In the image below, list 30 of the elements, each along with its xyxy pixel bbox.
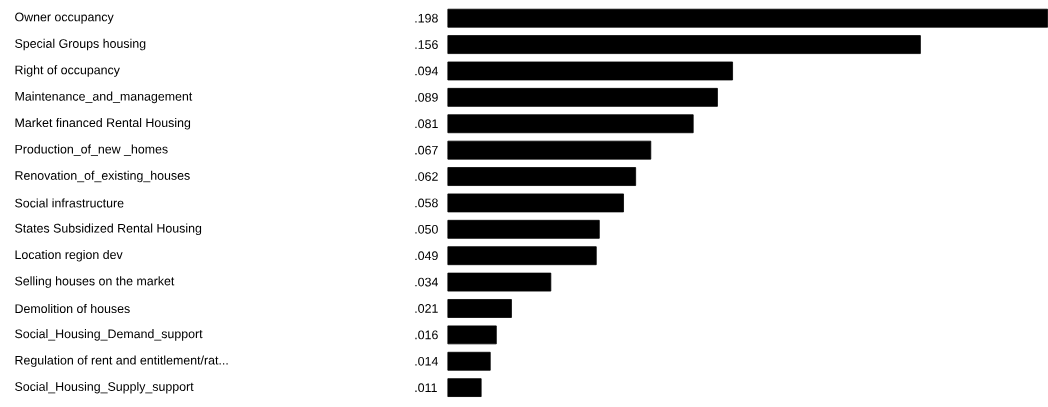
data-label: .050 bbox=[415, 225, 438, 234]
y-tick-label: Owner occupancy bbox=[15, 12, 114, 24]
y-tick-label: Special Groups housing bbox=[15, 38, 146, 51]
y-tick-label: Production_of_new _homes bbox=[15, 144, 168, 156]
y-tick-label: Demolition of houses bbox=[15, 304, 130, 314]
y-tick-label: Location region dev bbox=[15, 250, 123, 262]
y-tick-label: Selling houses on the market bbox=[15, 276, 175, 288]
data-label: .067 bbox=[415, 145, 438, 155]
data-label: .081 bbox=[415, 119, 438, 129]
y-tick-label: Maintenance_and_management bbox=[15, 91, 193, 104]
data-label: .156 bbox=[415, 40, 438, 50]
y-tick-label: Right of occupancy bbox=[15, 65, 120, 77]
data-label: .058 bbox=[415, 198, 438, 208]
data-label: .198 bbox=[415, 13, 438, 23]
data-label: .049 bbox=[415, 251, 438, 261]
y-tick-label: Social_Housing_Supply_support bbox=[15, 381, 194, 394]
data-label: .089 bbox=[415, 93, 438, 102]
data-label: .014 bbox=[415, 356, 438, 366]
y-tick-label: Regulation of rent and entitlement/rat... bbox=[15, 355, 228, 368]
y-tick-label: Market financed Rental Housing bbox=[15, 118, 191, 130]
y-tick-label: Renovation_of_existing_houses bbox=[15, 170, 190, 183]
data-label: .011 bbox=[415, 383, 437, 393]
data-label: .094 bbox=[415, 66, 438, 76]
y-tick-label: States Subsidized Rental Housing bbox=[15, 223, 202, 236]
data-label: .021 bbox=[415, 304, 438, 313]
data-label: .034 bbox=[415, 277, 438, 287]
y-tick-label: Social_Housing_Demand_support bbox=[15, 329, 203, 341]
data-label: .016 bbox=[415, 330, 438, 340]
data-label: .062 bbox=[415, 172, 438, 182]
y-tick-label: Social infrastructure bbox=[15, 198, 124, 208]
